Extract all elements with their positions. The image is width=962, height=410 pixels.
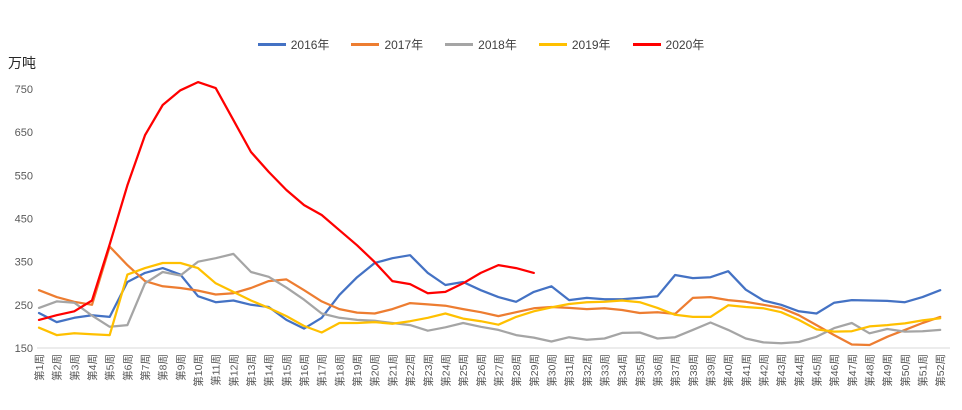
y-tick-label: 250 — [15, 300, 33, 312]
x-tick-label: 第6周 — [121, 354, 134, 381]
legend-swatch — [351, 43, 380, 46]
y-tick-label: 350 — [15, 257, 33, 269]
x-tick-label: 第26周 — [475, 354, 488, 387]
x-tick-label: 第22周 — [404, 354, 417, 387]
x-tick-label: 第4周 — [86, 354, 99, 381]
x-tick-label: 第24周 — [439, 354, 452, 387]
x-tick-label: 第8周 — [157, 354, 170, 381]
legend-swatch — [538, 43, 567, 46]
x-tick-label: 第18周 — [333, 354, 346, 387]
legend-item-2020[interactable]: 2020年 — [632, 36, 705, 53]
x-tick-label: 第43周 — [775, 354, 788, 387]
legend-label: 2018年 — [478, 38, 517, 52]
legend-swatch — [632, 43, 661, 46]
x-tick-label: 第27周 — [492, 354, 505, 387]
x-tick-label: 第12周 — [227, 354, 240, 387]
x-tick-label: 第19周 — [351, 354, 364, 387]
x-tick-label: 第45周 — [811, 354, 824, 387]
legend-swatch — [257, 43, 286, 46]
x-tick-label: 第28周 — [510, 354, 523, 387]
x-tick-label: 第34周 — [616, 354, 629, 387]
y-tick-label: 650 — [15, 127, 33, 139]
legend-item-2017[interactable]: 2017年 — [351, 36, 423, 53]
x-tick-label: 第3周 — [68, 354, 81, 381]
x-tick-label: 第51周 — [917, 354, 930, 387]
x-tick-label: 第40周 — [722, 354, 735, 387]
legend-label: 2017年 — [384, 38, 424, 52]
x-tick-label: 第47周 — [846, 354, 859, 387]
x-tick-label: 第15周 — [280, 354, 293, 387]
x-tick-label: 第29周 — [528, 354, 541, 387]
series-line-2017 — [37, 245, 942, 347]
y-tick-label: 750 — [15, 84, 33, 96]
series-line-2016 — [37, 254, 942, 330]
y-tick-label: 450 — [15, 214, 33, 226]
x-tick-label: 第10周 — [192, 354, 205, 387]
x-tick-label: 第7周 — [139, 354, 152, 381]
x-tick-label: 第14周 — [263, 354, 276, 387]
x-tick-label: 第49周 — [881, 354, 894, 387]
x-tick-label: 第41周 — [740, 354, 753, 387]
x-tick-label: 第50周 — [899, 354, 912, 387]
series-line-2019 — [37, 261, 942, 337]
y-axis-unit-label: 万吨 — [8, 55, 36, 71]
x-tick-label: 第1周 — [33, 354, 46, 381]
x-tick-label: 第35周 — [634, 354, 647, 387]
x-tick-label: 第39周 — [704, 354, 717, 387]
x-tick-label: 第44周 — [793, 354, 806, 387]
x-tick-label: 第42周 — [757, 354, 770, 387]
legend-item-2019[interactable]: 2019年 — [538, 36, 611, 53]
x-tick-label: 第46周 — [828, 354, 841, 387]
x-tick-label: 第33周 — [598, 354, 611, 387]
x-tick-label: 第21周 — [386, 354, 399, 387]
series-line-2018 — [37, 252, 942, 345]
legend-swatch — [445, 43, 474, 46]
x-tick-label: 第5周 — [104, 354, 117, 381]
legend-item-2018[interactable]: 2018年 — [445, 36, 517, 53]
x-tick-label: 第30周 — [545, 354, 558, 387]
legend-label: 2016年 — [290, 38, 330, 52]
x-tick-label: 第52周 — [934, 354, 947, 387]
x-tick-label: 第38周 — [687, 354, 700, 387]
x-tick-label: 第2周 — [51, 354, 64, 381]
legend-item-2016[interactable]: 2016年 — [257, 36, 330, 53]
x-tick-label: 第37周 — [669, 354, 682, 387]
x-tick-label: 第16周 — [298, 354, 311, 387]
legend-label: 2020年 — [665, 38, 705, 52]
x-tick-label: 第11周 — [210, 354, 223, 386]
x-tick-label: 第32周 — [581, 354, 594, 387]
x-tick-label: 第9周 — [174, 354, 187, 381]
x-tick-label: 第23周 — [422, 354, 435, 387]
x-tick-label: 第48周 — [864, 354, 877, 387]
y-tick-label: 150 — [15, 343, 33, 355]
x-tick-label: 第13周 — [245, 354, 258, 387]
y-tick-label: 550 — [15, 170, 33, 182]
x-tick-label: 第31周 — [563, 354, 576, 387]
x-tick-label: 第36周 — [651, 354, 664, 387]
legend-label: 2019年 — [571, 38, 611, 52]
x-tick-label: 第25周 — [457, 354, 470, 387]
series-line-2020 — [37, 80, 535, 322]
x-tick-label: 第20周 — [369, 354, 382, 387]
legend: 2016年 2017年 2018年 2019年 2020年 — [0, 36, 962, 53]
x-tick-label: 第17周 — [316, 354, 329, 387]
